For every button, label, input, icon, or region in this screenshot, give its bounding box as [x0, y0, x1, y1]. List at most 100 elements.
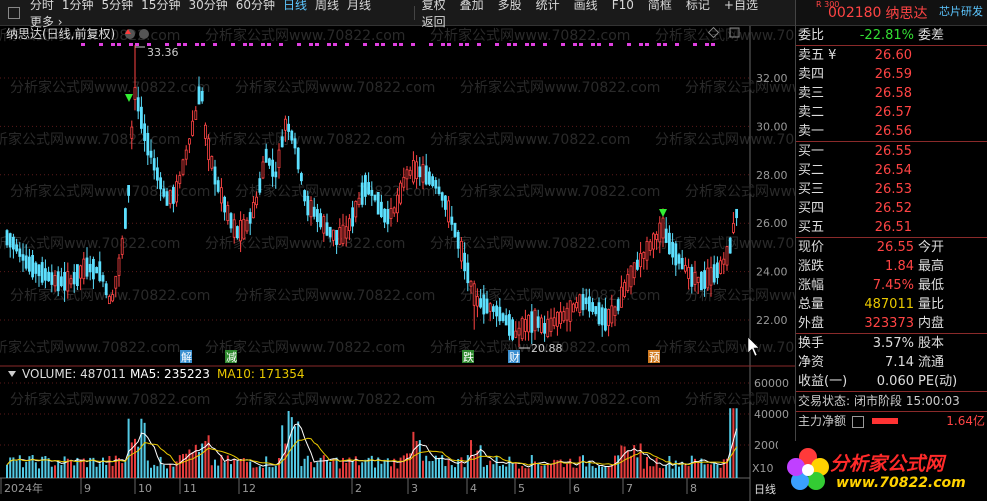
mouse-cursor-icon	[747, 336, 760, 357]
candle-body	[456, 231, 460, 249]
volume-bar	[102, 457, 104, 478]
volume-bar	[335, 457, 338, 478]
chart-option-icon[interactable]	[139, 29, 149, 39]
period-tab-2[interactable]: 5分钟	[101, 0, 134, 12]
volume-bar	[386, 458, 389, 478]
toolbar-button-5[interactable]: F10	[611, 0, 634, 12]
period-tab-7[interactable]: 周线	[315, 0, 340, 12]
signal-dot	[711, 43, 715, 46]
candle-body	[111, 294, 114, 302]
event-marker[interactable]	[648, 350, 660, 363]
volume-bar	[674, 460, 677, 478]
candle-body	[735, 208, 738, 219]
volume-bar	[492, 464, 495, 478]
month-label: 11	[183, 482, 197, 495]
finance-label: 净资	[798, 355, 825, 370]
month-label: 4	[470, 482, 477, 495]
candle-body	[703, 270, 706, 289]
candle-body	[680, 257, 684, 270]
period-tab-3[interactable]: 15分钟	[141, 0, 181, 12]
volume-toggle-icon[interactable]	[8, 371, 16, 377]
volume-bar	[306, 455, 309, 478]
wei-bi-row: 委比 -22.81% 委差	[796, 26, 987, 45]
volume-bar	[658, 467, 661, 478]
candle-body	[203, 124, 207, 139]
volume-bar	[73, 465, 76, 478]
candle-body	[85, 257, 89, 277]
toolbar-button-7[interactable]: 标记	[685, 0, 710, 12]
sell-level-4[interactable]: 卖二 26.57	[796, 103, 987, 122]
toolbar-button-6[interactable]: 简框	[647, 0, 672, 12]
volume-bar	[530, 455, 533, 478]
table-icon[interactable]	[852, 416, 865, 428]
candle-body	[514, 330, 518, 338]
stock-name[interactable]: 纳思达	[885, 5, 928, 22]
period-tab-6[interactable]: 日线	[283, 0, 308, 12]
volume-bar	[130, 442, 133, 478]
volume-bar	[607, 466, 610, 478]
toolbar-button-3[interactable]: 统计	[535, 0, 560, 12]
event-marker[interactable]	[462, 350, 474, 363]
period-tab-4[interactable]: 30分钟	[188, 0, 228, 12]
candle-body	[594, 306, 598, 315]
stock-concept[interactable]: 芯片研发	[939, 5, 983, 18]
toolbar-button-0[interactable]: 复权	[421, 0, 446, 12]
candle-body	[572, 303, 575, 313]
period-tab-0[interactable]: 分时	[29, 0, 54, 12]
candle-body	[725, 246, 729, 266]
volume-bar	[719, 467, 722, 478]
stock-code[interactable]: 002180	[828, 4, 882, 21]
menu-icon[interactable]	[8, 6, 20, 19]
volume-bar	[303, 458, 306, 478]
sell-level-5[interactable]: 卖一 26.56	[796, 122, 987, 141]
toolbar-button-1[interactable]: 叠加	[459, 0, 484, 12]
month-label: 2024年	[4, 481, 43, 495]
diamond-icon[interactable]	[707, 26, 720, 39]
buy-level-3[interactable]: 买三 26.53	[796, 180, 987, 199]
watermark-text: 分析家公式网www.70822.com	[430, 27, 630, 44]
event-marker[interactable]	[225, 350, 237, 363]
sell-level-1[interactable]: 卖五 ¥ 26.60	[796, 46, 987, 65]
period-tab-8[interactable]: 月线	[347, 0, 372, 12]
volume-bar	[524, 468, 527, 478]
candle-body	[700, 271, 703, 291]
volume-bar	[655, 457, 658, 478]
candle-body	[424, 165, 428, 185]
period-tab-5[interactable]: 60分钟	[235, 0, 276, 12]
volume-bar	[428, 461, 431, 478]
volume-bar	[358, 465, 360, 478]
buy-level-4[interactable]: 买四 26.52	[796, 199, 987, 218]
period-tab-9[interactable]: 更多 ›	[29, 14, 63, 29]
candle-body	[171, 187, 175, 204]
main-flow-bar	[872, 418, 899, 424]
sell-level-2[interactable]: 卖四 26.59	[796, 65, 987, 84]
buy-level-2[interactable]: 买二 26.54	[796, 161, 987, 180]
buy-level-1[interactable]: 买一 26.55	[796, 142, 987, 161]
volume-bar	[422, 460, 424, 478]
volume-bar	[646, 457, 648, 478]
chart-title: 纳思达(日线,前复权)	[6, 26, 115, 41]
toolbar-button-4[interactable]: 画线	[573, 0, 598, 12]
toolbar-button-9[interactable]: 返回	[421, 14, 446, 29]
kline-chart[interactable]: 分析家公式网www.70822.com 分析家公式网www.70822.com 分析…	[0, 26, 795, 501]
event-marker[interactable]	[180, 350, 192, 363]
volume-bar	[585, 466, 588, 478]
period-tab-1[interactable]: 1分钟	[61, 0, 94, 12]
month-label: 7	[626, 482, 633, 495]
logo-banner: 分析家公式网 www.70822.com 日线	[754, 441, 987, 501]
maximize-icon[interactable]	[729, 27, 740, 38]
trade-status-row: 交易状态: 闭市阶段 15:00:03	[796, 391, 987, 411]
buy-level-5[interactable]: 买五 26.51	[796, 218, 987, 237]
toolbar-button-8[interactable]: +自选	[723, 0, 758, 12]
candle-body	[267, 158, 271, 166]
volume-bar	[610, 464, 613, 478]
candle-body	[159, 177, 163, 190]
sell-level-3[interactable]: 卖三 26.58	[796, 84, 987, 103]
candle-body	[56, 271, 60, 292]
volume-bar	[716, 464, 719, 478]
event-marker[interactable]	[508, 350, 520, 363]
candle-body	[210, 156, 214, 169]
toolbar-button-2[interactable]: 多股	[497, 0, 522, 12]
sell-orders: 卖五 ¥ 26.60 卖四 26.59 卖三 26.58 卖二 26.57 卖一 26.56	[796, 45, 987, 141]
daily-tab[interactable]: 日线	[754, 483, 776, 496]
